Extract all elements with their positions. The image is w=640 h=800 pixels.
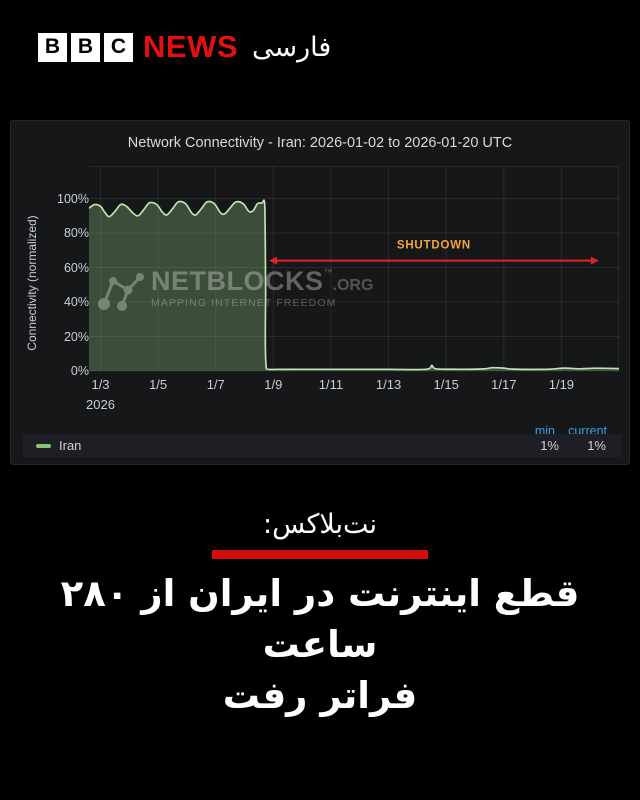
iran-current-value: 1% [587,438,606,453]
y-tick-label: 100% [57,191,89,206]
x-tick-label: 1/17 [491,377,517,392]
iran-series-swatch [36,443,51,448]
bbc-blocks: B B C [38,32,133,62]
bbc-news-logo: B B C NEWS فارسی [38,29,331,65]
connectivity-chart-panel: Network Connectivity - Iran: 2026-01-02 … [10,120,630,465]
iran-min-value: 1% [540,438,559,453]
red-divider-bar [212,550,428,559]
source-kicker: نت‌بلاکس: [262,509,378,540]
x-axis-year-label: 2026 [86,397,115,412]
iran-series-label: Iran [59,438,82,453]
bbc-block-b2: B [71,32,100,62]
x-tick-label: 1/3 [91,377,110,392]
legend-row-iran: Iran 1% 1% [23,434,622,457]
y-tick-label: 60% [63,260,89,275]
iran-area-fill [89,200,619,371]
shutdown-arrowhead-left [269,256,278,265]
y-tick-label: 20% [63,329,89,344]
y-tick-label: 80% [63,226,89,240]
bbc-block-b1: B [38,32,67,62]
connectivity-plot: SHUTDOWN [89,166,619,372]
y-tick-label: 40% [63,295,89,309]
x-tick-label: 1/13 [375,377,402,392]
bbc-persian-wordmark: فارسی [252,31,332,63]
shutdown-arrowhead-right [590,256,599,265]
iran-connectivity-line [89,199,619,371]
x-tick-label: 1/11 [318,377,344,392]
chart-title: Network Connectivity - Iran: 2026-01-02 … [127,135,513,151]
x-tick-label: 1/5 [149,377,168,392]
x-tick-label: 1/9 [264,377,283,392]
y-axis-label: Connectivity (normalized) [25,215,39,351]
bbc-block-c: C [104,32,133,62]
bbc-news-wordmark: NEWS [143,29,238,64]
y-tick-label: 0% [70,364,89,378]
shutdown-label: SHUTDOWN [397,240,471,252]
headline: قطع اینترنت در ایران از ۲۸۰ ساعت فراتر ر… [60,572,580,717]
x-tick-label: 1/19 [548,377,575,392]
x-tick-label: 1/15 [433,377,459,392]
x-tick-label: 1/7 [206,377,225,392]
